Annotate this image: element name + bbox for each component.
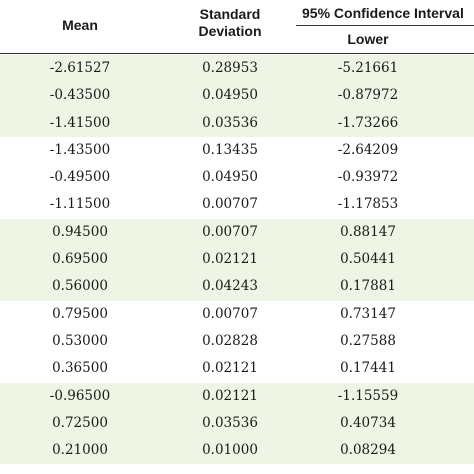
cell-lower: 0.17441: [340, 360, 396, 377]
cell-sd: 0.03536: [202, 114, 258, 131]
table-row: 0.79500 0.00707 0.73147: [0, 301, 474, 328]
cell-sd: 0.28953: [202, 60, 258, 76]
cell-lower: -1.15559: [337, 387, 399, 404]
table-row: -2.61527 0.28953 -5.21661: [0, 55, 474, 83]
table-row: -0.43500 0.04950 -0.87972: [0, 82, 474, 110]
cell-mean: 0.21000: [52, 442, 108, 459]
table-row: -0.96500 0.02121 -1.15559: [0, 382, 474, 410]
cell-mean: 0.72500: [52, 414, 108, 431]
table-row: -1.41500 0.03536 -1.73266: [0, 109, 474, 137]
cell-mean: -1.43500: [49, 141, 111, 158]
cell-lower: 0.88147: [340, 223, 396, 240]
cell-sd: 0.03536: [202, 414, 258, 431]
cell-sd: 0.02828: [202, 332, 258, 349]
table-body: -2.61527 0.28953 -5.21661 -0.43500 0.04950 -0…: [0, 55, 474, 465]
header-sd-line1: Standard: [199, 6, 261, 22]
cell-sd: 0.04950: [202, 169, 258, 186]
cell-mean: 0.69500: [52, 251, 108, 268]
header-confidence-interval: 95% Confidence Interval: [302, 5, 464, 21]
cell-sd: 0.01000: [202, 442, 258, 459]
cell-mean: -0.96500: [49, 387, 111, 404]
cell-lower: 0.40734: [340, 414, 396, 431]
header-lower: Lower: [347, 31, 389, 47]
cell-sd: 0.02121: [202, 360, 258, 377]
cell-sd: 0.00707: [202, 223, 258, 240]
table-row: 0.21000 0.01000 0.08294: [0, 437, 474, 465]
cell-sd: 0.00707: [202, 196, 258, 213]
cell-lower: -0.87972: [337, 87, 399, 104]
cell-mean: -1.41500: [49, 114, 111, 131]
header-standard-deviation: Standard Deviation: [170, 6, 290, 40]
table-row: -1.11500 0.00707 -1.17853: [0, 191, 474, 218]
confidence-interval-rule: [296, 25, 474, 26]
table-row: 0.94500 0.00707 0.88147: [0, 218, 474, 247]
cell-lower: 0.08294: [340, 442, 396, 459]
cell-sd: 0.04243: [202, 278, 258, 295]
cell-mean: 0.36500: [52, 360, 108, 377]
cell-lower: -1.73266: [337, 114, 399, 131]
cell-sd: 0.13435: [202, 141, 258, 158]
cell-lower: -5.21661: [337, 60, 399, 76]
cell-lower: 0.27588: [340, 332, 396, 349]
header-divider: [0, 53, 474, 54]
table-row: -0.49500 0.04950 -0.93972: [0, 164, 474, 191]
cell-lower: 0.73147: [340, 305, 396, 322]
table-row: -1.43500 0.13435 -2.64209: [0, 137, 474, 164]
cell-mean: -0.43500: [49, 87, 111, 104]
cell-mean: -2.61527: [49, 60, 111, 76]
table-row: 0.36500 0.02121 0.17441: [0, 355, 474, 382]
cell-mean: 0.94500: [52, 223, 108, 240]
cell-sd: 0.02121: [202, 387, 258, 404]
cell-sd: 0.00707: [202, 305, 258, 322]
cell-lower: -0.93972: [337, 169, 399, 186]
table-row: 0.72500 0.03536 0.40734: [0, 409, 474, 438]
cell-mean: 0.56000: [52, 278, 108, 295]
cell-mean: -0.49500: [49, 169, 111, 186]
cell-mean: 0.53000: [52, 332, 108, 349]
table-row: 0.53000 0.02828 0.27588: [0, 328, 474, 355]
cell-mean: -1.11500: [49, 196, 111, 213]
table-row: 0.56000 0.04243 0.17881: [0, 273, 474, 301]
cell-sd: 0.02121: [202, 251, 258, 268]
cell-lower: -2.64209: [337, 141, 399, 158]
cell-lower: 0.17881: [340, 278, 396, 295]
header-mean: Mean: [62, 17, 98, 33]
cell-lower: -1.17853: [337, 196, 399, 213]
cell-mean: 0.79500: [52, 305, 108, 322]
table-row: 0.69500 0.02121 0.50441: [0, 246, 474, 274]
table-header: Mean Standard Deviation 95% Confidence I…: [0, 0, 474, 55]
header-sd-line2: Deviation: [198, 23, 262, 39]
cell-lower: 0.50441: [340, 251, 396, 268]
cell-sd: 0.04950: [202, 87, 258, 104]
